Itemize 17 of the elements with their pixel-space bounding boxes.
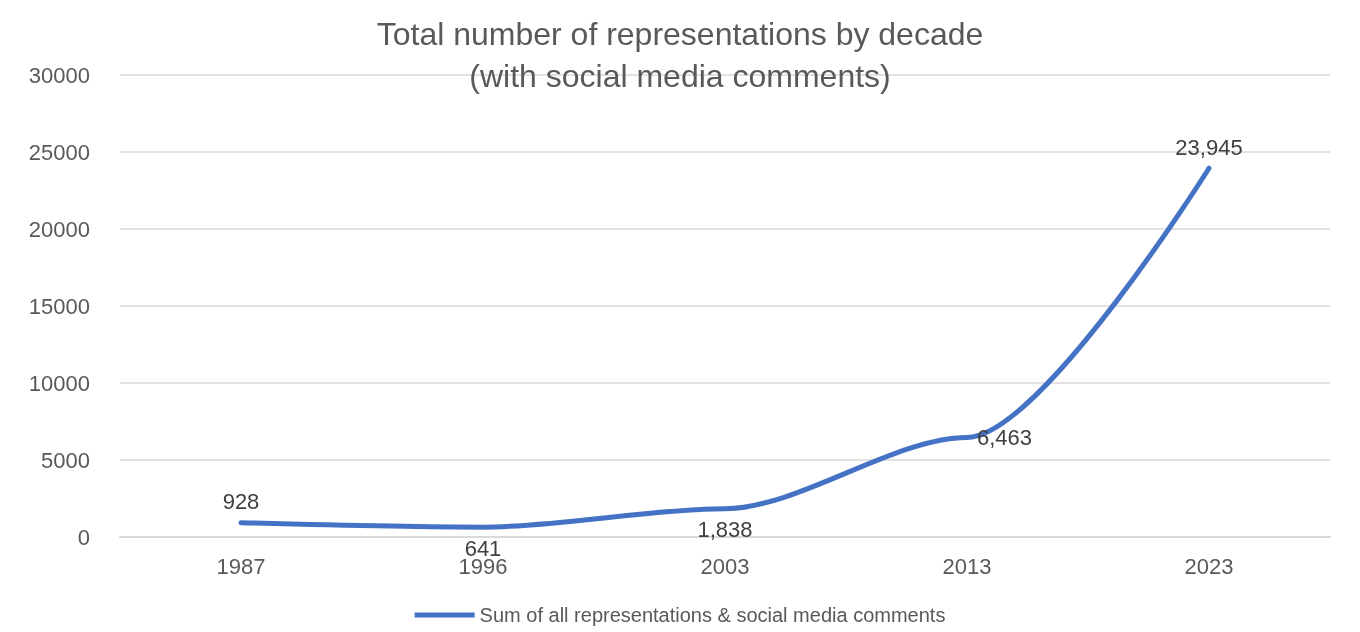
y-tick-label: 25000 [28,139,90,165]
x-tick-label: 2013 [942,553,992,579]
y-tick-label: 0 [77,524,90,550]
x-tick-label: 2003 [700,553,750,579]
y-tick-label: 5000 [41,447,90,473]
data-label: 6,463 [977,424,1033,450]
y-tick-label: 10000 [28,370,90,396]
data-label: 1,838 [697,517,753,543]
y-tick-label: 30000 [28,62,90,88]
x-tick-label: 1987 [216,553,266,579]
data-label: 928 [222,489,260,515]
data-label: 23,945 [1175,134,1243,160]
x-tick-label: 2023 [1184,553,1234,579]
y-tick-label: 15000 [28,293,90,319]
y-tick-label: 20000 [28,216,90,242]
chart-title: Total number of representations by decade (with social media comments) [376,16,984,94]
legend-label: Sum of all representations & social media comments [479,604,946,626]
